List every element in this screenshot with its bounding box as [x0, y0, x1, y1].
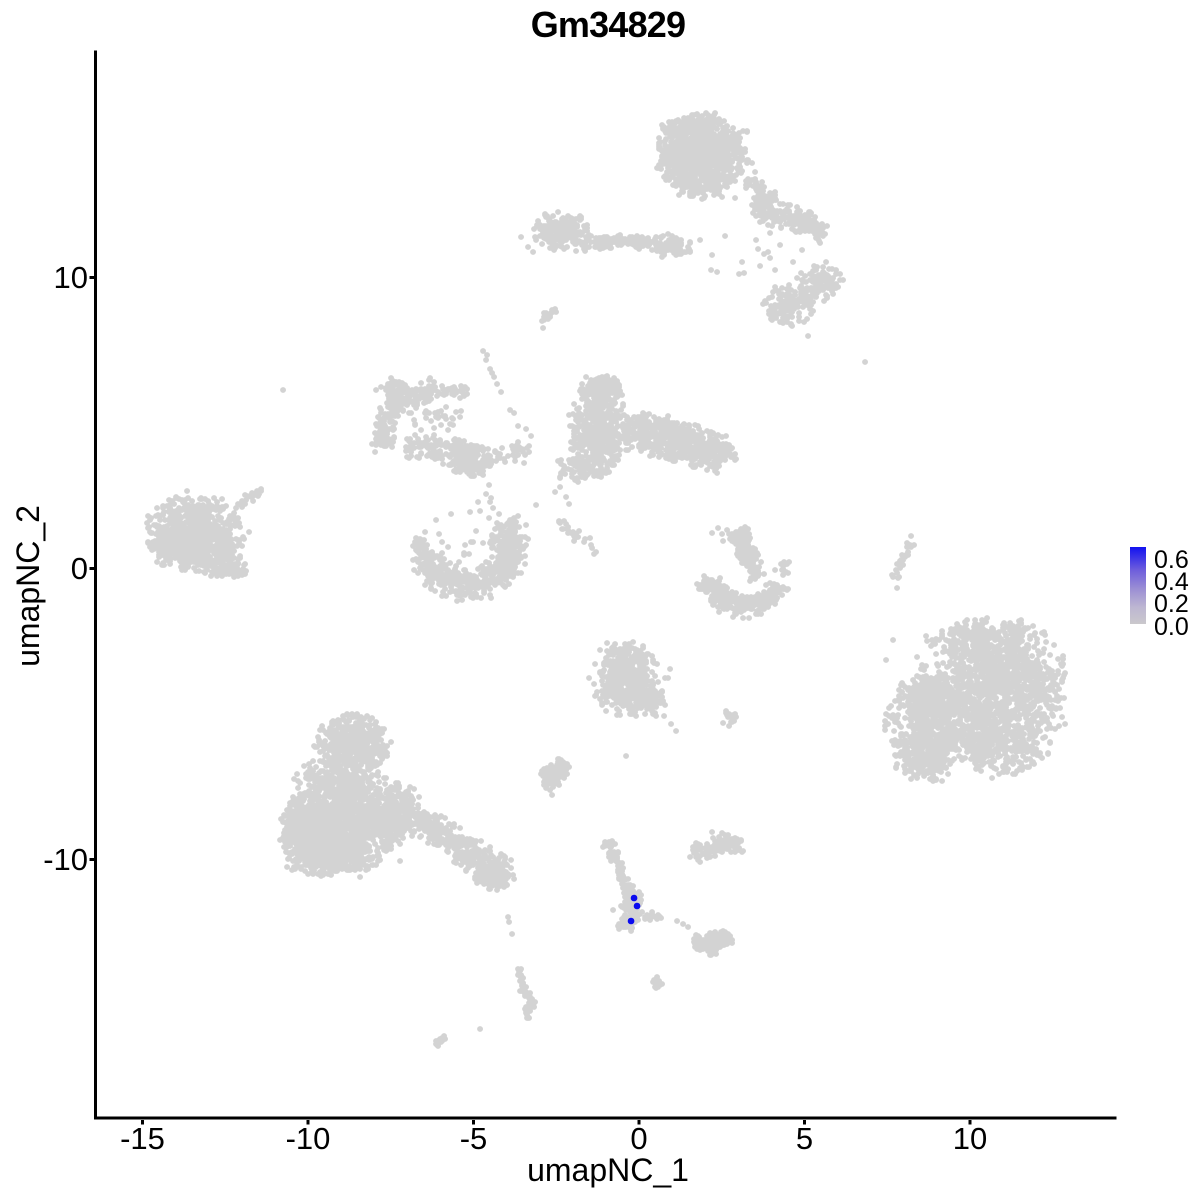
- svg-text:0: 0: [71, 551, 88, 586]
- svg-text:-10: -10: [43, 842, 88, 877]
- svg-text:0.4: 0.4: [1154, 568, 1189, 596]
- svg-text:0.2: 0.2: [1154, 590, 1189, 618]
- svg-text:0.6: 0.6: [1154, 546, 1189, 574]
- svg-text:0.0: 0.0: [1154, 613, 1189, 641]
- svg-text:umapNC_2: umapNC_2: [10, 505, 46, 667]
- svg-text:5: 5: [796, 1121, 813, 1156]
- svg-text:10: 10: [54, 260, 88, 295]
- svg-text:-5: -5: [460, 1121, 488, 1156]
- svg-text:Gm34829: Gm34829: [531, 4, 686, 45]
- svg-text:10: 10: [953, 1121, 987, 1156]
- svg-text:-10: -10: [286, 1121, 331, 1156]
- svg-text:0: 0: [630, 1121, 647, 1156]
- svg-text:umapNC_1: umapNC_1: [527, 1152, 689, 1188]
- svg-text:-15: -15: [120, 1121, 165, 1156]
